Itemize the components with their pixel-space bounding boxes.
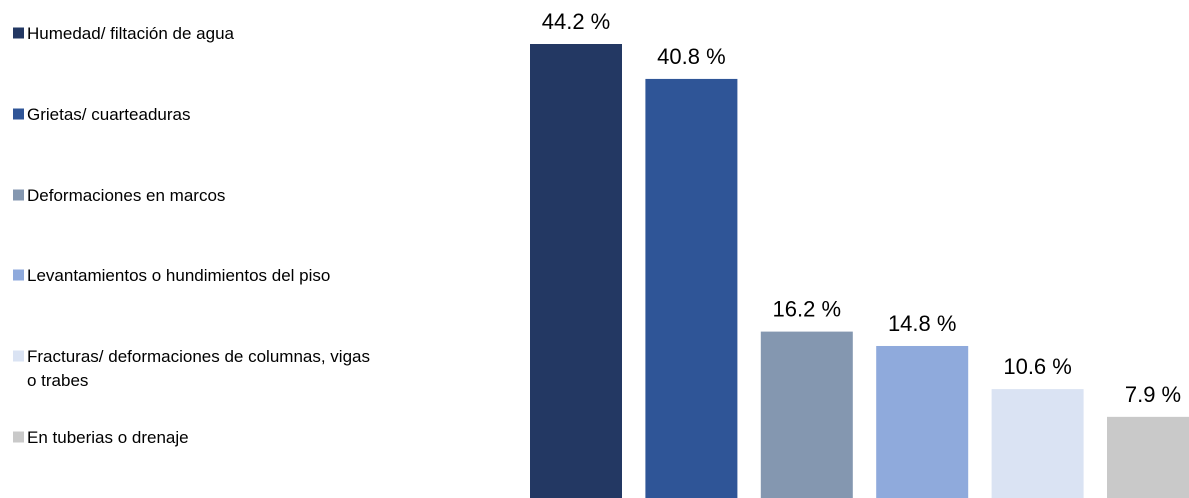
legend-item: Humedad/ filtación de agua (13, 24, 235, 43)
data-label: 14.8 % (888, 311, 957, 336)
bar (876, 345, 969, 498)
bar (760, 331, 853, 498)
bar (1107, 416, 1189, 498)
data-label: 10.6 % (1003, 354, 1072, 379)
legend-swatch (13, 269, 24, 281)
legend-item: En tuberias o drenaje (13, 428, 189, 447)
legend-label: Deformaciones en marcos (27, 186, 225, 205)
data-label: 40.8 % (657, 44, 726, 69)
legend-swatch (13, 431, 24, 443)
bar (530, 44, 622, 498)
legend-label: o trabes (27, 371, 88, 390)
legend-swatch (13, 350, 24, 362)
legend-item: Grietas/ cuarteaduras (13, 105, 190, 124)
legend-item: Fracturas/ deformaciones de columnas, vi… (13, 347, 370, 390)
bars (530, 44, 1189, 498)
legend: Humedad/ filtación de agua Grietas/ cuart… (13, 24, 370, 447)
bar (991, 389, 1084, 498)
legend-swatch (13, 189, 24, 201)
legend-item: Deformaciones en marcos (13, 186, 225, 205)
legend-label: Levantamientos o hundimientos del piso (27, 266, 330, 285)
legend-item: Levantamientos o hundimientos del piso (13, 266, 330, 285)
data-label: 16.2 % (773, 297, 842, 322)
legend-swatch (13, 27, 24, 39)
legend-label: En tuberias o drenaje (27, 428, 189, 447)
data-labels: 44.2 % 40.8 % 16.2 % 14.8 % 10.6 % 7.9 % (542, 9, 1181, 407)
legend-label: Humedad/ filtación de agua (27, 24, 235, 43)
bar (645, 78, 738, 498)
data-label: 7.9 % (1125, 382, 1181, 407)
data-label: 44.2 % (542, 9, 611, 34)
legend-label: Grietas/ cuarteaduras (27, 105, 190, 124)
legend-label: Fracturas/ deformaciones de columnas, vi… (27, 347, 370, 366)
legend-swatch (13, 108, 24, 120)
